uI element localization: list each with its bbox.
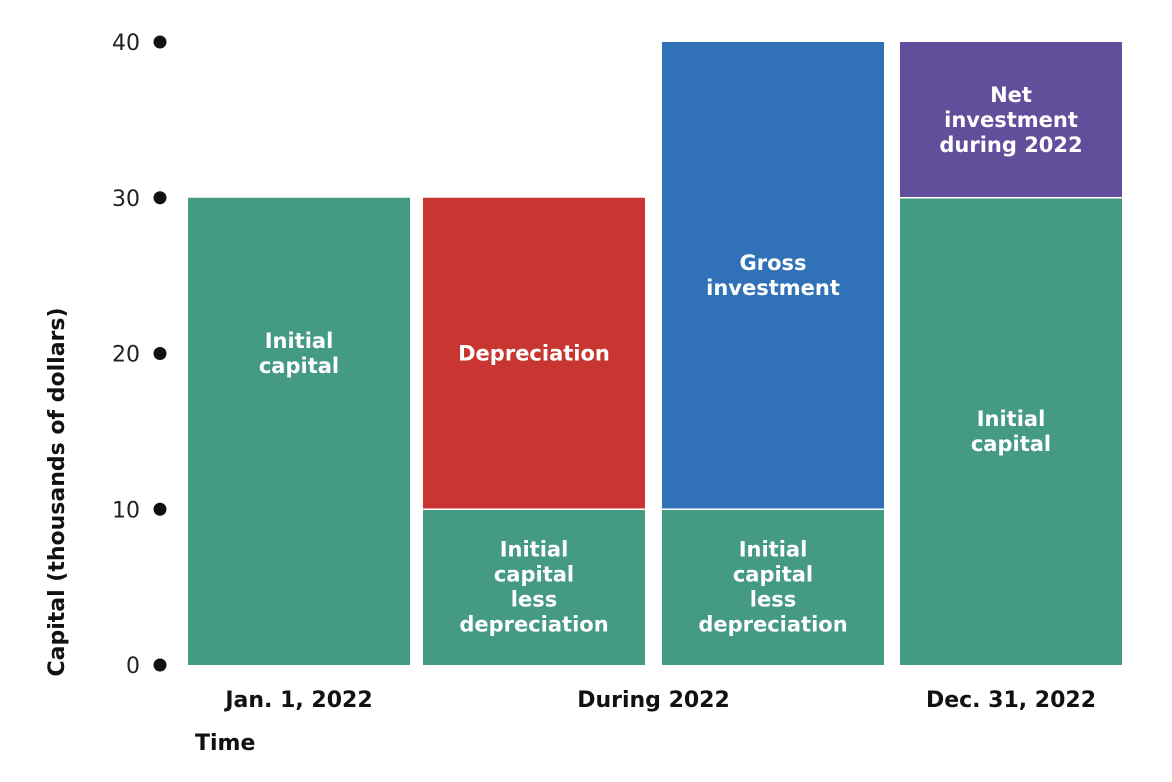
y-tick-label: 20 [112,343,140,368]
segment-label: Initial [265,329,334,353]
segment-label: depreciation [459,613,608,637]
segment-label: capital [971,432,1051,456]
y-axis-title: Capital (thousands of dollars) [45,307,70,676]
y-tick-label: 40 [112,31,140,56]
bar-segment [662,509,884,665]
segment-label: Initial [500,538,569,562]
segment-label: depreciation [698,613,847,637]
segment-label: Net [990,83,1032,107]
y-tick-label: 0 [126,654,140,679]
y-tick-label: 10 [112,498,140,523]
bar-segment [423,509,645,665]
x-category-label: Jan. 1, 2022 [223,688,372,713]
segment-label: capital [259,354,339,378]
segment-label: less [511,588,557,612]
y-tick-label: 30 [112,187,140,212]
x-category-label: Dec. 31, 2022 [926,688,1096,713]
x-axis-title: Time [195,731,255,756]
bar-segment [423,197,645,510]
segment-label: Initial [977,407,1046,431]
bar-segment [900,42,1122,198]
y-tick-dot [153,347,167,360]
x-category-label: During 2022 [577,688,730,713]
segment-label: Depreciation [458,342,610,366]
y-tick-dot [153,191,167,205]
y-tick-dot [153,658,167,672]
bar-segment [188,197,410,665]
segment-label: Initial [739,538,808,562]
y-axis: 0 10 20 30 40 [112,31,167,679]
segment-label: capital [494,563,574,587]
segment-label: investment [944,108,1078,132]
segment-label: Gross [739,251,806,275]
segment-label: capital [733,563,813,587]
segment-label: less [750,588,796,612]
segment-label: during 2022 [939,133,1082,157]
y-tick-dot [153,502,167,516]
y-tick-dot [153,35,167,49]
bars: InitialcapitalInitialcapitallessdeprecia… [188,42,1122,665]
segment-label: investment [706,276,840,300]
bar-segment [900,197,1122,665]
x-axis: Jan. 1, 2022 During 2022 Dec. 31, 2022 [223,688,1096,713]
bar-segment [662,42,884,510]
